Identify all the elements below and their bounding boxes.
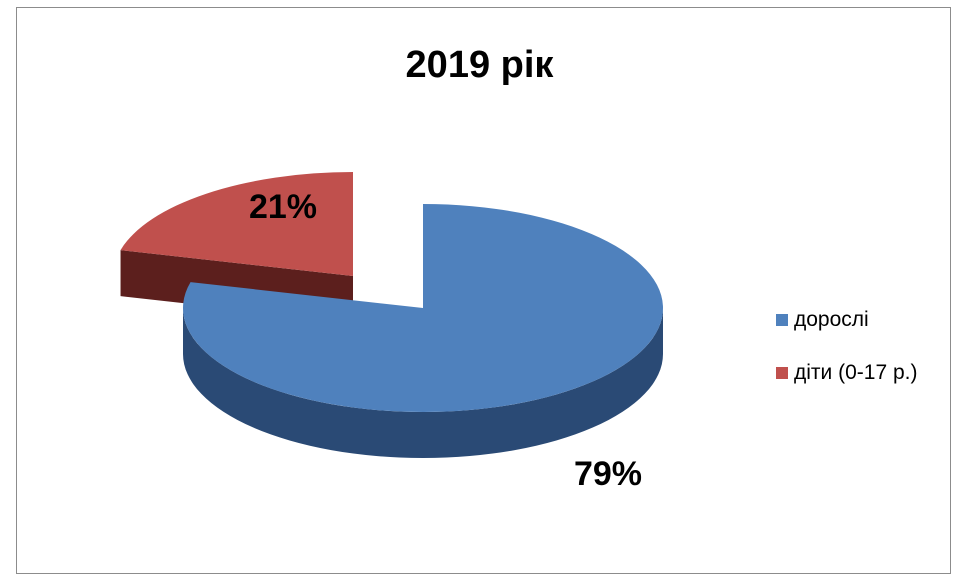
legend-item-adults: дорослі (776, 306, 917, 334)
legend-item-children: діти (0-17 р.) (776, 359, 917, 387)
pie-side-adults-0 (183, 308, 663, 458)
legend-swatch-children (776, 367, 788, 379)
legend-label-children: діти (0-17 р.) (794, 361, 918, 384)
legend: дорослі діти (0-17 р.) (776, 306, 917, 412)
legend-label-adults: дорослі (794, 308, 869, 331)
legend-swatch-adults (776, 314, 788, 326)
data-label-adults: 79% (574, 455, 642, 493)
chart-title: 2019 рік (405, 44, 554, 86)
pie-slice-children (120, 172, 353, 276)
pie-slice-adults (182, 204, 663, 412)
data-label-children: 21% (249, 188, 317, 226)
